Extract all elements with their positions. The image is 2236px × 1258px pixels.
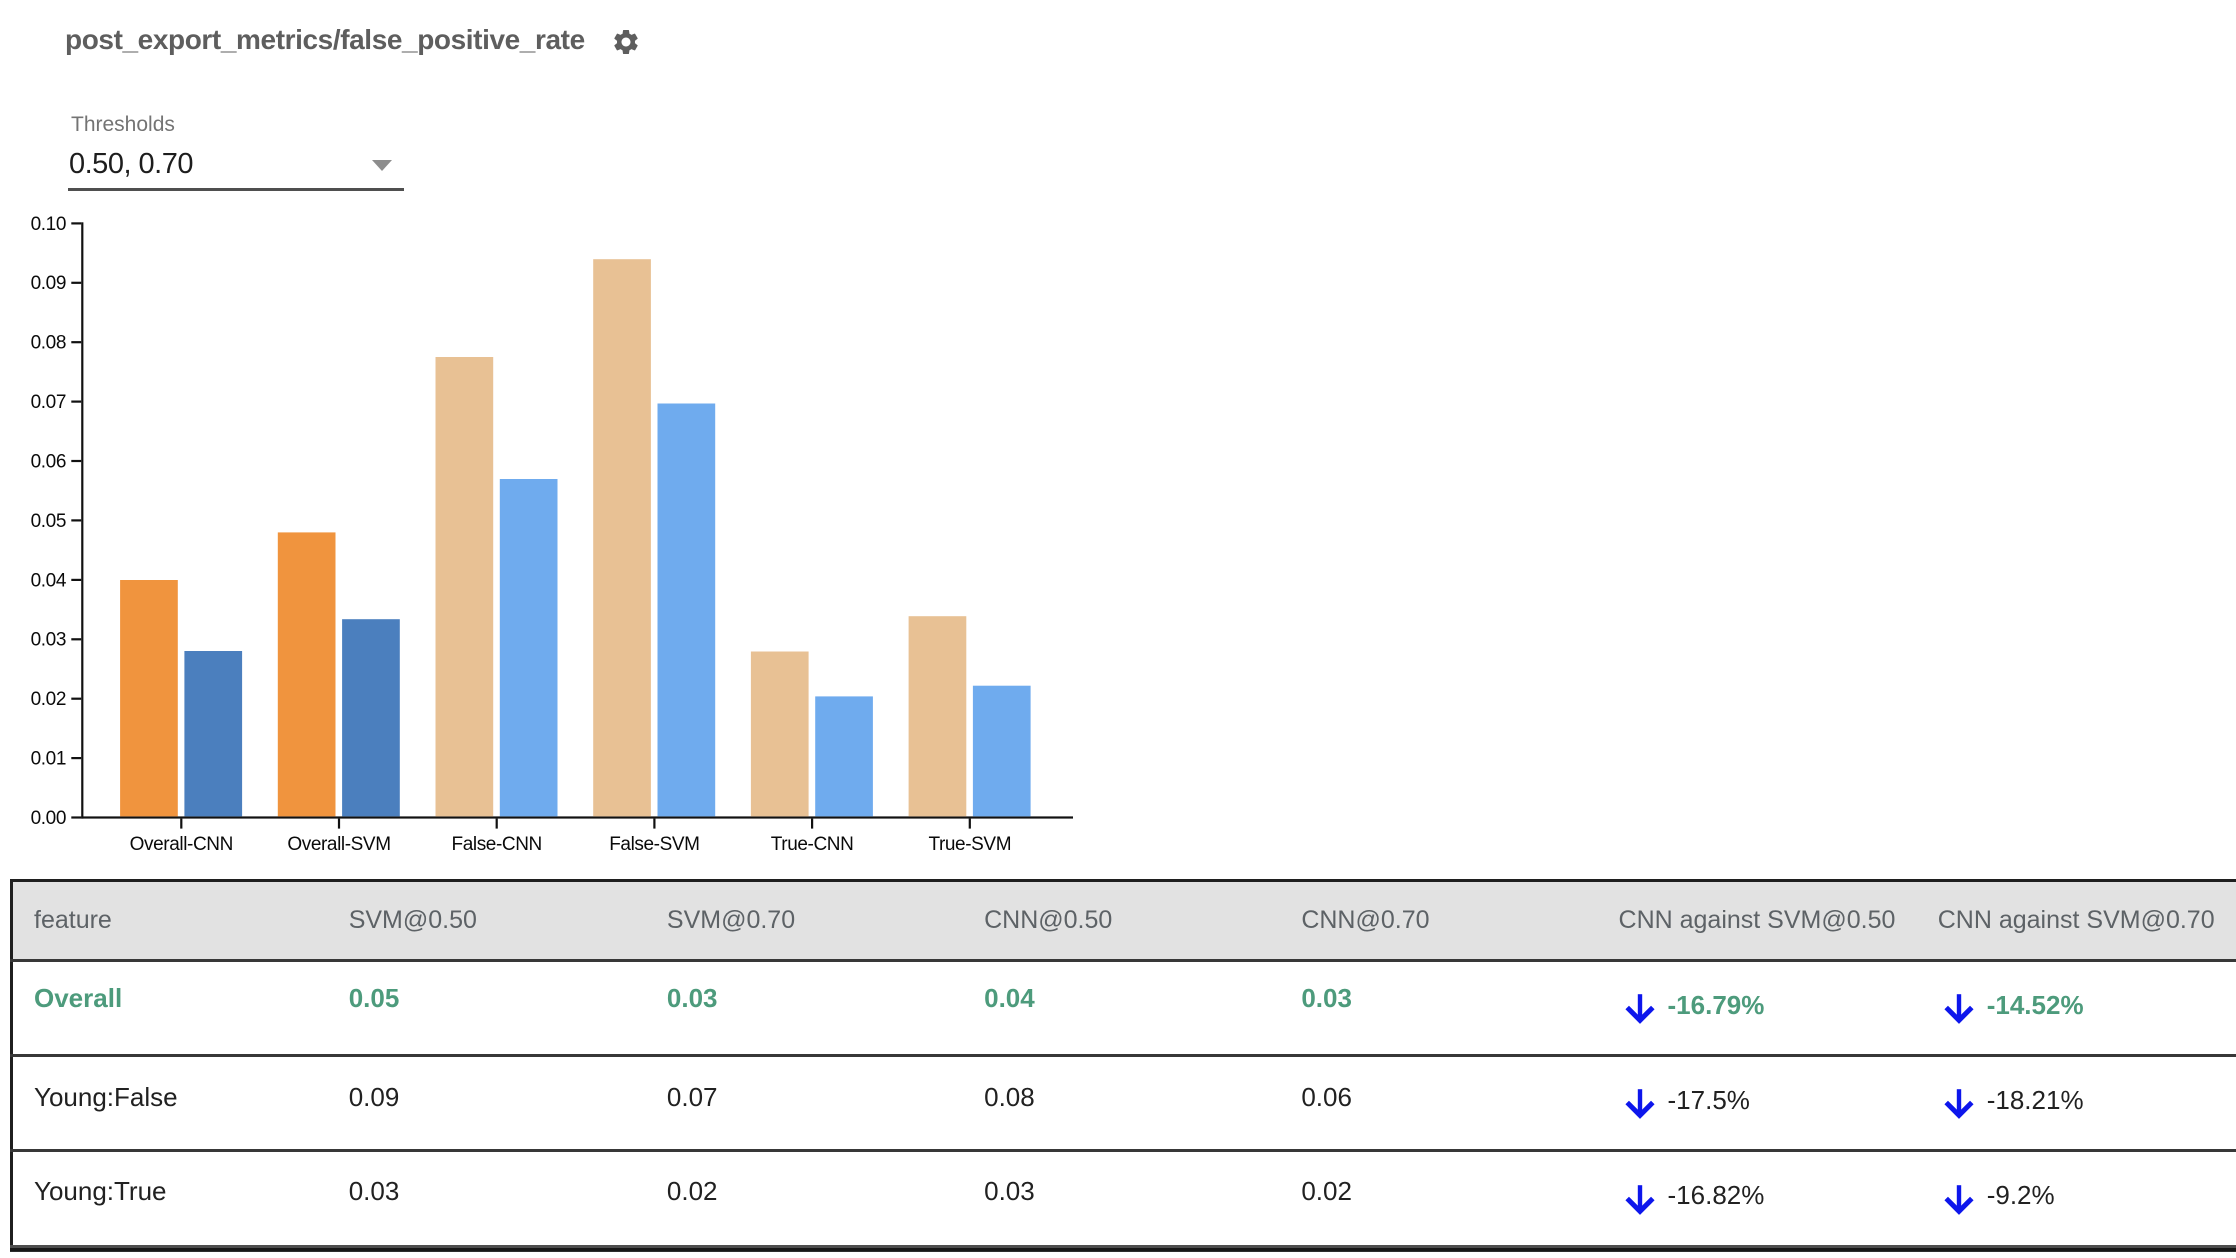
svg-text:False-CNN: False-CNN	[452, 834, 542, 855]
svg-text:0.00: 0.00	[31, 808, 66, 829]
svg-text:0.07: 0.07	[31, 392, 66, 413]
svg-text:0.02: 0.02	[31, 689, 66, 710]
svg-text:Overall-SVM: Overall-SVM	[287, 834, 390, 855]
svg-text:0.04: 0.04	[31, 570, 67, 591]
svg-text:False-SVM: False-SVM	[609, 834, 699, 855]
svg-text:True-SVM: True-SVM	[928, 834, 1011, 855]
svg-text:0.08: 0.08	[31, 333, 66, 354]
svg-text:0.05: 0.05	[31, 511, 66, 532]
svg-text:0.03: 0.03	[31, 630, 66, 651]
svg-text:0.10: 0.10	[31, 214, 66, 235]
svg-text:0.09: 0.09	[31, 273, 66, 294]
svg-text:0.01: 0.01	[31, 749, 66, 770]
svg-text:True-CNN: True-CNN	[771, 834, 854, 855]
svg-text:0.06: 0.06	[31, 451, 66, 472]
svg-text:Overall-CNN: Overall-CNN	[130, 834, 233, 855]
